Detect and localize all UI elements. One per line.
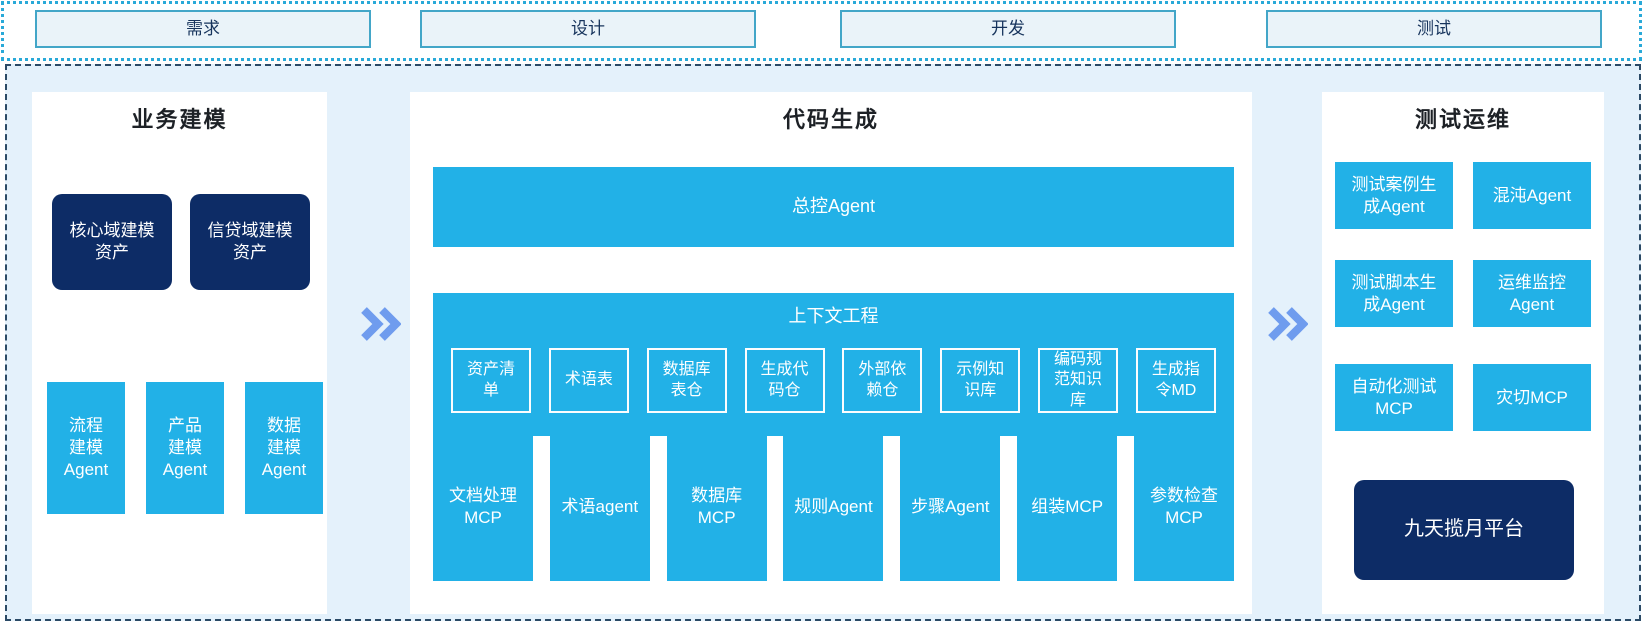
generation-instruction-md-box: 生成指 令MD (1135, 348, 1216, 413)
phase-testing: 测试 (1266, 10, 1602, 48)
box-label: 示例知 识库 (956, 361, 1005, 399)
core-domain-assets-box: 核心域建模 资产 (52, 194, 172, 290)
phase-label: 开发 (991, 19, 1025, 39)
test-case-gen-agent-box: 测试案例生 成Agent (1335, 162, 1453, 229)
phase-requirements: 需求 (35, 10, 371, 48)
box-label: 组装MCP (1031, 497, 1104, 517)
box-label: 数据 建模 Agent (261, 416, 307, 479)
jiutian-lanyue-platform-box: 九天揽月平台 (1354, 480, 1574, 580)
coding-standard-kb-box: 编码规 范知识 库 (1038, 348, 1119, 413)
db-table-repo-box: 数据库 表仓 (646, 348, 727, 413)
master-control-agent-bar: 总控Agent (433, 167, 1234, 247)
panel-business-modeling: 业务建模 核心域建模 资产 信贷域建模 资产 流程 建模 Agent 产品 建模… (32, 92, 327, 614)
box-label: 数据库 MCP (691, 486, 743, 527)
glossary-box: 术语表 (548, 348, 629, 413)
main-container: 业务建模 核心域建模 资产 信贷域建模 资产 流程 建模 Agent 产品 建模… (5, 64, 1641, 621)
phase-strip: 需求 设计 开发 测试 (1, 1, 1642, 61)
box-label: 数据库 表仓 (662, 361, 711, 399)
box-label: 九天揽月平台 (1404, 518, 1524, 541)
phase-label: 设计 (571, 19, 605, 39)
panel-code-generation: 代码生成 总控Agent 上下文工程 资产清 单 术语表 数据库 表仓 生成代 … (410, 92, 1252, 614)
box-label: 测试案例生 成Agent (1351, 174, 1437, 216)
testops-row: 测试案例生 成Agent 混沌Agent (1335, 162, 1591, 229)
disaster-switch-mcp-box: 灾切MCP (1473, 364, 1591, 431)
chevron-double-right-icon (359, 306, 402, 347)
box-label: 术语表 (564, 371, 613, 389)
external-deps-repo-box: 外部依 赖仓 (842, 348, 923, 413)
database-mcp-box: 数据库 MCP (666, 433, 767, 581)
box-label: 信贷域建模 资产 (207, 221, 293, 262)
box-label: 运维监控 Agent (1498, 272, 1566, 314)
phase-design: 设计 (420, 10, 756, 48)
phase-label: 测试 (1417, 19, 1451, 39)
box-label: 术语agent (561, 497, 639, 517)
box-label: 参数检查 MCP (1149, 486, 1218, 527)
box-label: 编码规 范知识 库 (1054, 350, 1103, 409)
data-modeling-agent-box: 数据 建模 Agent (245, 382, 323, 514)
terminology-agent-box: 术语agent (549, 433, 650, 581)
steps-agent-box: 步骤Agent (900, 433, 1001, 581)
doc-processing-mcp-box: 文档处理 MCP (433, 433, 533, 581)
product-modeling-agent-box: 产品 建模 Agent (146, 382, 224, 514)
box-label: 生成代 码仓 (760, 361, 809, 399)
automated-test-mcp-box: 自动化测试 MCP (1335, 364, 1453, 431)
ops-monitor-agent-box: 运维监控 Agent (1473, 260, 1591, 327)
box-label: 核心域建模 资产 (69, 221, 155, 262)
panel-title: 业务建模 (131, 107, 228, 132)
box-label: 灾切MCP (1496, 387, 1568, 407)
box-label: 产品 建模 Agent (162, 416, 208, 479)
panel-title: 测试运维 (1414, 107, 1511, 132)
panel-title: 代码生成 (782, 107, 879, 132)
box-label: 流程 建模 Agent (63, 416, 109, 479)
box-label: 规则Agent (794, 497, 873, 517)
phase-development: 开发 (840, 10, 1176, 48)
box-label: 文档处理 MCP (449, 486, 517, 527)
test-script-gen-agent-box: 测试脚本生 成Agent (1335, 260, 1453, 327)
box-label: 生成指 令MD (1151, 361, 1200, 399)
worker-boxes-row: 文档处理 MCP 术语agent 数据库 MCP 规则Agent 步骤Agent… (433, 433, 1234, 581)
chevron-double-right-icon (1266, 306, 1309, 347)
box-label: 测试脚本生 成Agent (1351, 272, 1437, 314)
process-modeling-agent-box: 流程 建模 Agent (47, 382, 125, 514)
context-engineering-block: 上下文工程 资产清 单 术语表 数据库 表仓 生成代 码仓 外部依 赖仓 示例知… (433, 293, 1234, 436)
chaos-agent-box: 混沌Agent (1473, 162, 1591, 229)
testops-row: 自动化测试 MCP 灾切MCP (1335, 364, 1591, 431)
box-label: 步骤Agent (911, 497, 990, 517)
param-check-mcp-box: 参数检查 MCP (1133, 433, 1234, 581)
generated-code-repo-box: 生成代 码仓 (744, 348, 825, 413)
box-label: 资产清 单 (466, 361, 515, 399)
rules-agent-box: 规则Agent (783, 433, 884, 581)
assembly-mcp-box: 组装MCP (1017, 433, 1118, 581)
phase-label: 需求 (186, 19, 220, 39)
box-label: 外部依 赖仓 (858, 361, 907, 399)
box-label: 总控Agent (791, 196, 876, 217)
context-items-row: 资产清 单 术语表 数据库 表仓 生成代 码仓 外部依 赖仓 示例知 识库 编码… (433, 348, 1234, 413)
asset-list-box: 资产清 单 (451, 348, 531, 413)
credit-domain-assets-box: 信贷域建模 资产 (190, 194, 310, 290)
example-kb-box: 示例知 识库 (940, 348, 1021, 413)
panel-test-operations: 测试运维 测试案例生 成Agent 混沌Agent 测试脚本生 成Agent 运… (1322, 92, 1604, 614)
box-label: 混沌Agent (1492, 185, 1572, 205)
testops-row: 测试脚本生 成Agent 运维监控 Agent (1335, 260, 1591, 327)
box-label: 自动化测试 MCP (1351, 376, 1437, 418)
context-engineering-title: 上下文工程 (788, 306, 879, 326)
